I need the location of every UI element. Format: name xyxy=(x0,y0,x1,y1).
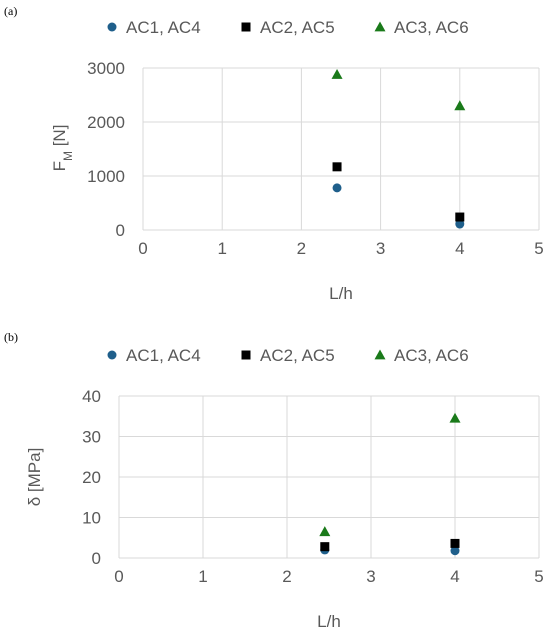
y-tick-label: 2000 xyxy=(87,113,125,132)
x-tick-label: 5 xyxy=(534,567,543,586)
y-axis-title: FM [N] xyxy=(50,125,75,172)
data-point-triangle xyxy=(449,412,461,423)
y-tick-label: 1000 xyxy=(87,167,125,186)
x-axis-title: L/h xyxy=(329,284,353,303)
y-tick-label: 20 xyxy=(82,468,101,487)
legend-label: AC3, AC6 xyxy=(394,18,469,37)
panel-a-label: (a) xyxy=(4,4,18,18)
x-tick-label: 4 xyxy=(455,239,464,258)
y-tick-label: 10 xyxy=(82,509,101,528)
y-tick-label: 30 xyxy=(82,428,101,447)
data-point-triangle xyxy=(454,100,466,111)
x-tick-label: 3 xyxy=(366,567,375,586)
legend-label: AC2, AC5 xyxy=(260,346,335,365)
legend-marker-square xyxy=(241,22,251,32)
legend-label: AC1, AC4 xyxy=(126,346,201,365)
chart-b: 0 1 2 3 4 5 0 10 20 30 40 L/h δ [MPa] AC1, AC4 AC2, AC… xyxy=(25,346,544,631)
legend-marker-triangle xyxy=(374,21,386,32)
data-point-circle xyxy=(450,546,460,556)
y-tick-label: 0 xyxy=(92,549,101,568)
y-axis-title: δ [MPa] xyxy=(25,448,44,507)
data-point-square xyxy=(332,162,342,172)
y-tick-label: 3000 xyxy=(87,59,125,78)
x-axis-title: L/h xyxy=(317,612,341,631)
y-tick-label: 0 xyxy=(116,221,125,240)
legend-label: AC2, AC5 xyxy=(260,18,335,37)
x-tick-label: 4 xyxy=(450,567,459,586)
x-tick-label: 5 xyxy=(534,239,543,258)
y-tick-label: 40 xyxy=(82,387,101,406)
data-point-circle xyxy=(455,219,465,229)
legend-marker-square xyxy=(241,350,251,360)
data-point-triangle xyxy=(331,68,343,79)
data-point-triangle xyxy=(319,526,331,537)
x-tick-label: 2 xyxy=(282,567,291,586)
legend-label: AC3, AC6 xyxy=(394,346,469,365)
panel-b-label: (b) xyxy=(4,330,18,344)
legend-marker-triangle xyxy=(374,349,386,360)
x-tick-label: 1 xyxy=(217,239,226,258)
data-point-square xyxy=(320,542,330,552)
data-point-circle xyxy=(332,183,342,193)
x-tick-label: 1 xyxy=(198,567,207,586)
legend-marker-circle xyxy=(107,350,117,360)
x-tick-label: 2 xyxy=(297,239,306,258)
data-point-square xyxy=(450,538,460,548)
data-point-square xyxy=(455,212,465,222)
chart-a: 0 1 2 3 4 5 0 1000 2000 3000 L/h FM [N] AC1, AC4 AC2,… xyxy=(50,18,544,303)
x-tick-label: 3 xyxy=(376,239,385,258)
legend-marker-circle xyxy=(107,22,117,32)
x-tick-label: 0 xyxy=(114,567,123,586)
x-tick-label: 0 xyxy=(138,239,147,258)
legend-label: AC1, AC4 xyxy=(126,18,201,37)
